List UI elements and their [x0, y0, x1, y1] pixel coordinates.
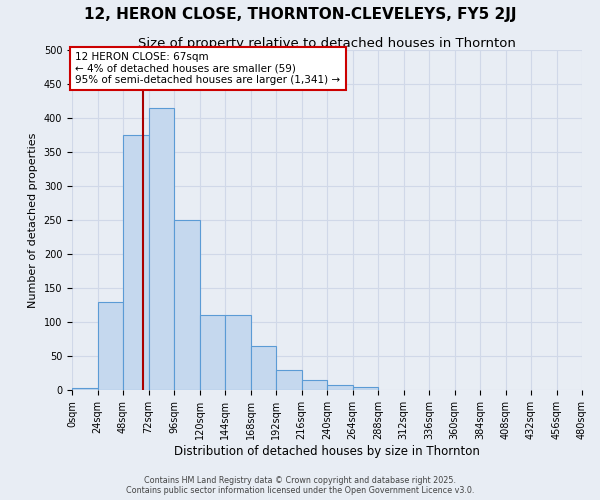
Bar [225, 315, 251, 390]
Bar [353, 386, 378, 390]
Text: Contains HM Land Registry data © Crown copyright and database right 2025.
Contai: Contains HM Land Registry data © Crown c… [126, 476, 474, 495]
Text: 12, HERON CLOSE, THORNTON-CLEVELEYS, FY5 2JJ: 12, HERON CLOSE, THORNTON-CLEVELEYS, FY5… [84, 8, 516, 22]
Bar [251, 346, 276, 390]
Bar [149, 108, 174, 390]
Y-axis label: Number of detached properties: Number of detached properties [28, 132, 38, 308]
Bar [302, 380, 327, 390]
Bar [123, 135, 149, 390]
Title: Size of property relative to detached houses in Thornton: Size of property relative to detached ho… [138, 37, 516, 50]
Text: 12 HERON CLOSE: 67sqm
← 4% of detached houses are smaller (59)
95% of semi-detac: 12 HERON CLOSE: 67sqm ← 4% of detached h… [75, 52, 340, 85]
Bar [72, 388, 97, 390]
Bar [199, 315, 225, 390]
X-axis label: Distribution of detached houses by size in Thornton: Distribution of detached houses by size … [174, 444, 480, 458]
Bar [174, 220, 199, 390]
Bar [276, 370, 302, 390]
Bar [327, 384, 353, 390]
Bar [97, 302, 123, 390]
